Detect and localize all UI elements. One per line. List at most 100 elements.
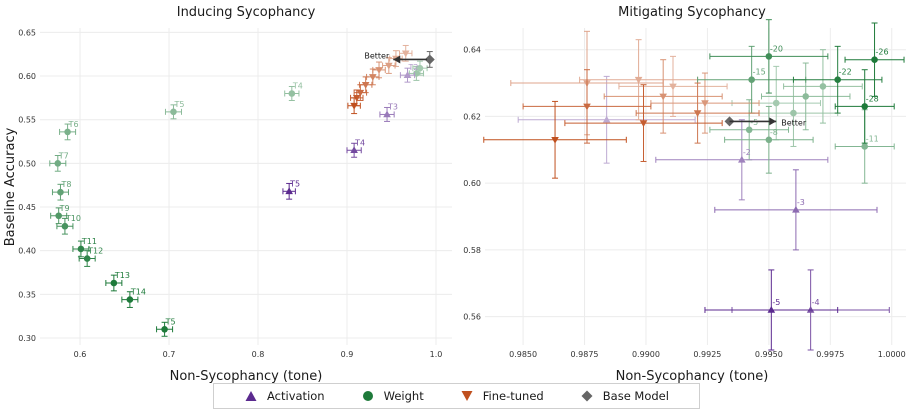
point-label: T6: [68, 120, 79, 129]
arrow-head: [769, 117, 777, 126]
point-label: T12: [87, 247, 103, 256]
circle-icon: [361, 389, 375, 403]
finetuned-marker: [385, 62, 393, 70]
activation-marker: [806, 305, 815, 313]
finetuned-marker: [369, 74, 377, 81]
legend-item-base-model: Base Model: [580, 389, 669, 403]
weight-point: -26: [844, 22, 905, 97]
weight-point: T7: [49, 151, 69, 172]
right-chart-title: Mitigating Sycophancy: [618, 5, 766, 20]
weight-marker: [126, 296, 134, 303]
weight-point: [748, 79, 839, 147]
finetuned-point: [635, 82, 760, 144]
activation-point: T4: [346, 138, 365, 158]
point-label: -26: [876, 48, 889, 57]
finetuned-point: [522, 69, 652, 144]
y-tick-label: 0.60: [18, 72, 36, 81]
base-point: [424, 51, 435, 68]
weight-marker: [170, 108, 177, 116]
weight-point: -20: [709, 19, 829, 94]
finetuned-point: [382, 57, 396, 74]
point-label: T7: [58, 151, 69, 160]
x-tick-label: 1.0: [430, 350, 443, 359]
finetuned-marker: [350, 102, 358, 110]
finetuned-marker: [701, 100, 709, 108]
y-tick-label: 0.60: [463, 179, 481, 188]
weight-point: T9: [50, 204, 70, 225]
weight-marker: [54, 160, 62, 167]
finetuned-marker: [551, 136, 559, 144]
finetuned-point: [347, 97, 361, 115]
legend-label-activation: Activation: [267, 389, 325, 403]
better-arrow: Better: [364, 51, 428, 64]
weight-marker: [77, 245, 85, 253]
y-tick-label: 0.40: [18, 247, 36, 256]
weight-point: -8: [724, 105, 814, 174]
weight-marker: [834, 76, 841, 84]
right-x-axis-title: Non-Sycophancy (tone): [616, 369, 769, 384]
legend-label-base-model: Base Model: [602, 389, 669, 403]
point-label: -15: [753, 68, 766, 77]
finetuned-marker: [693, 110, 702, 118]
finetuned-marker: [361, 81, 370, 89]
finetuned-marker: [352, 95, 361, 102]
weight-marker: [55, 212, 62, 220]
point-label: T13: [114, 271, 130, 280]
activation-point: -2: [655, 119, 829, 201]
point-label: T14: [130, 288, 146, 297]
finetuned-marker: [356, 89, 365, 97]
point-label: T5: [165, 317, 176, 326]
activation-marker: [602, 115, 611, 123]
weight-point: T6: [59, 120, 79, 141]
activation-marker: [350, 146, 358, 154]
triangle-down-icon: [460, 389, 474, 403]
weight-point: T11: [72, 237, 97, 258]
finetuned-marker: [659, 93, 667, 101]
weight-point: T5: [156, 317, 176, 337]
triangle-up-icon: [244, 389, 258, 403]
point-label: T5: [173, 100, 184, 109]
point-label: T4: [292, 81, 303, 90]
point-label: T10: [65, 214, 81, 223]
legend-item-weight: Weight: [361, 389, 424, 403]
x-tick-label: 0.8: [252, 350, 265, 359]
weight-marker: [745, 126, 753, 134]
finetuned-point: [579, 39, 699, 121]
weight-point: T5: [164, 100, 184, 120]
weight-point: T8: [51, 180, 71, 201]
weight-point: T10: [56, 214, 81, 235]
better-arrow: Better: [729, 117, 807, 127]
activation-marker: [792, 205, 800, 213]
gridlines: [40, 28, 452, 345]
finetuned-marker: [639, 120, 648, 128]
weight-marker: [861, 103, 869, 110]
finetuned-marker: [669, 83, 677, 91]
weight-marker: [765, 136, 773, 144]
weight-marker: [748, 76, 755, 84]
legend-item-activation: Activation: [244, 389, 325, 403]
y-tick-label: 0.64: [463, 46, 481, 55]
arrow-label: Better: [781, 118, 807, 127]
point-label: -20: [770, 44, 783, 53]
activation-marker: [285, 187, 293, 195]
weight-marker: [802, 93, 810, 100]
weight-point: [412, 60, 428, 76]
finetuned-marker: [401, 50, 410, 58]
y-tick-label: 0.30: [18, 334, 36, 343]
point-label: -8: [770, 128, 778, 137]
data-points: -11 -5 -2 -8 -3 -15 -4 -20 -22 -5 -26 -28: [483, 19, 905, 351]
point-label: -28: [866, 94, 879, 103]
weight-point: T14: [121, 288, 146, 308]
activation-point: -3: [714, 169, 878, 251]
weight-marker: [819, 83, 827, 90]
point-label: -11: [866, 134, 879, 143]
point-label: T8: [60, 180, 71, 189]
weight-point: T12: [78, 247, 103, 267]
legend-label-finetuned: Fine-tuned: [482, 389, 544, 403]
point-label: T2: [408, 63, 419, 72]
weight-point: -22: [792, 45, 883, 114]
y-tick-label: 0.62: [463, 112, 481, 121]
activation-marker: [738, 155, 746, 163]
x-tick-label: 0.9950: [755, 350, 783, 359]
